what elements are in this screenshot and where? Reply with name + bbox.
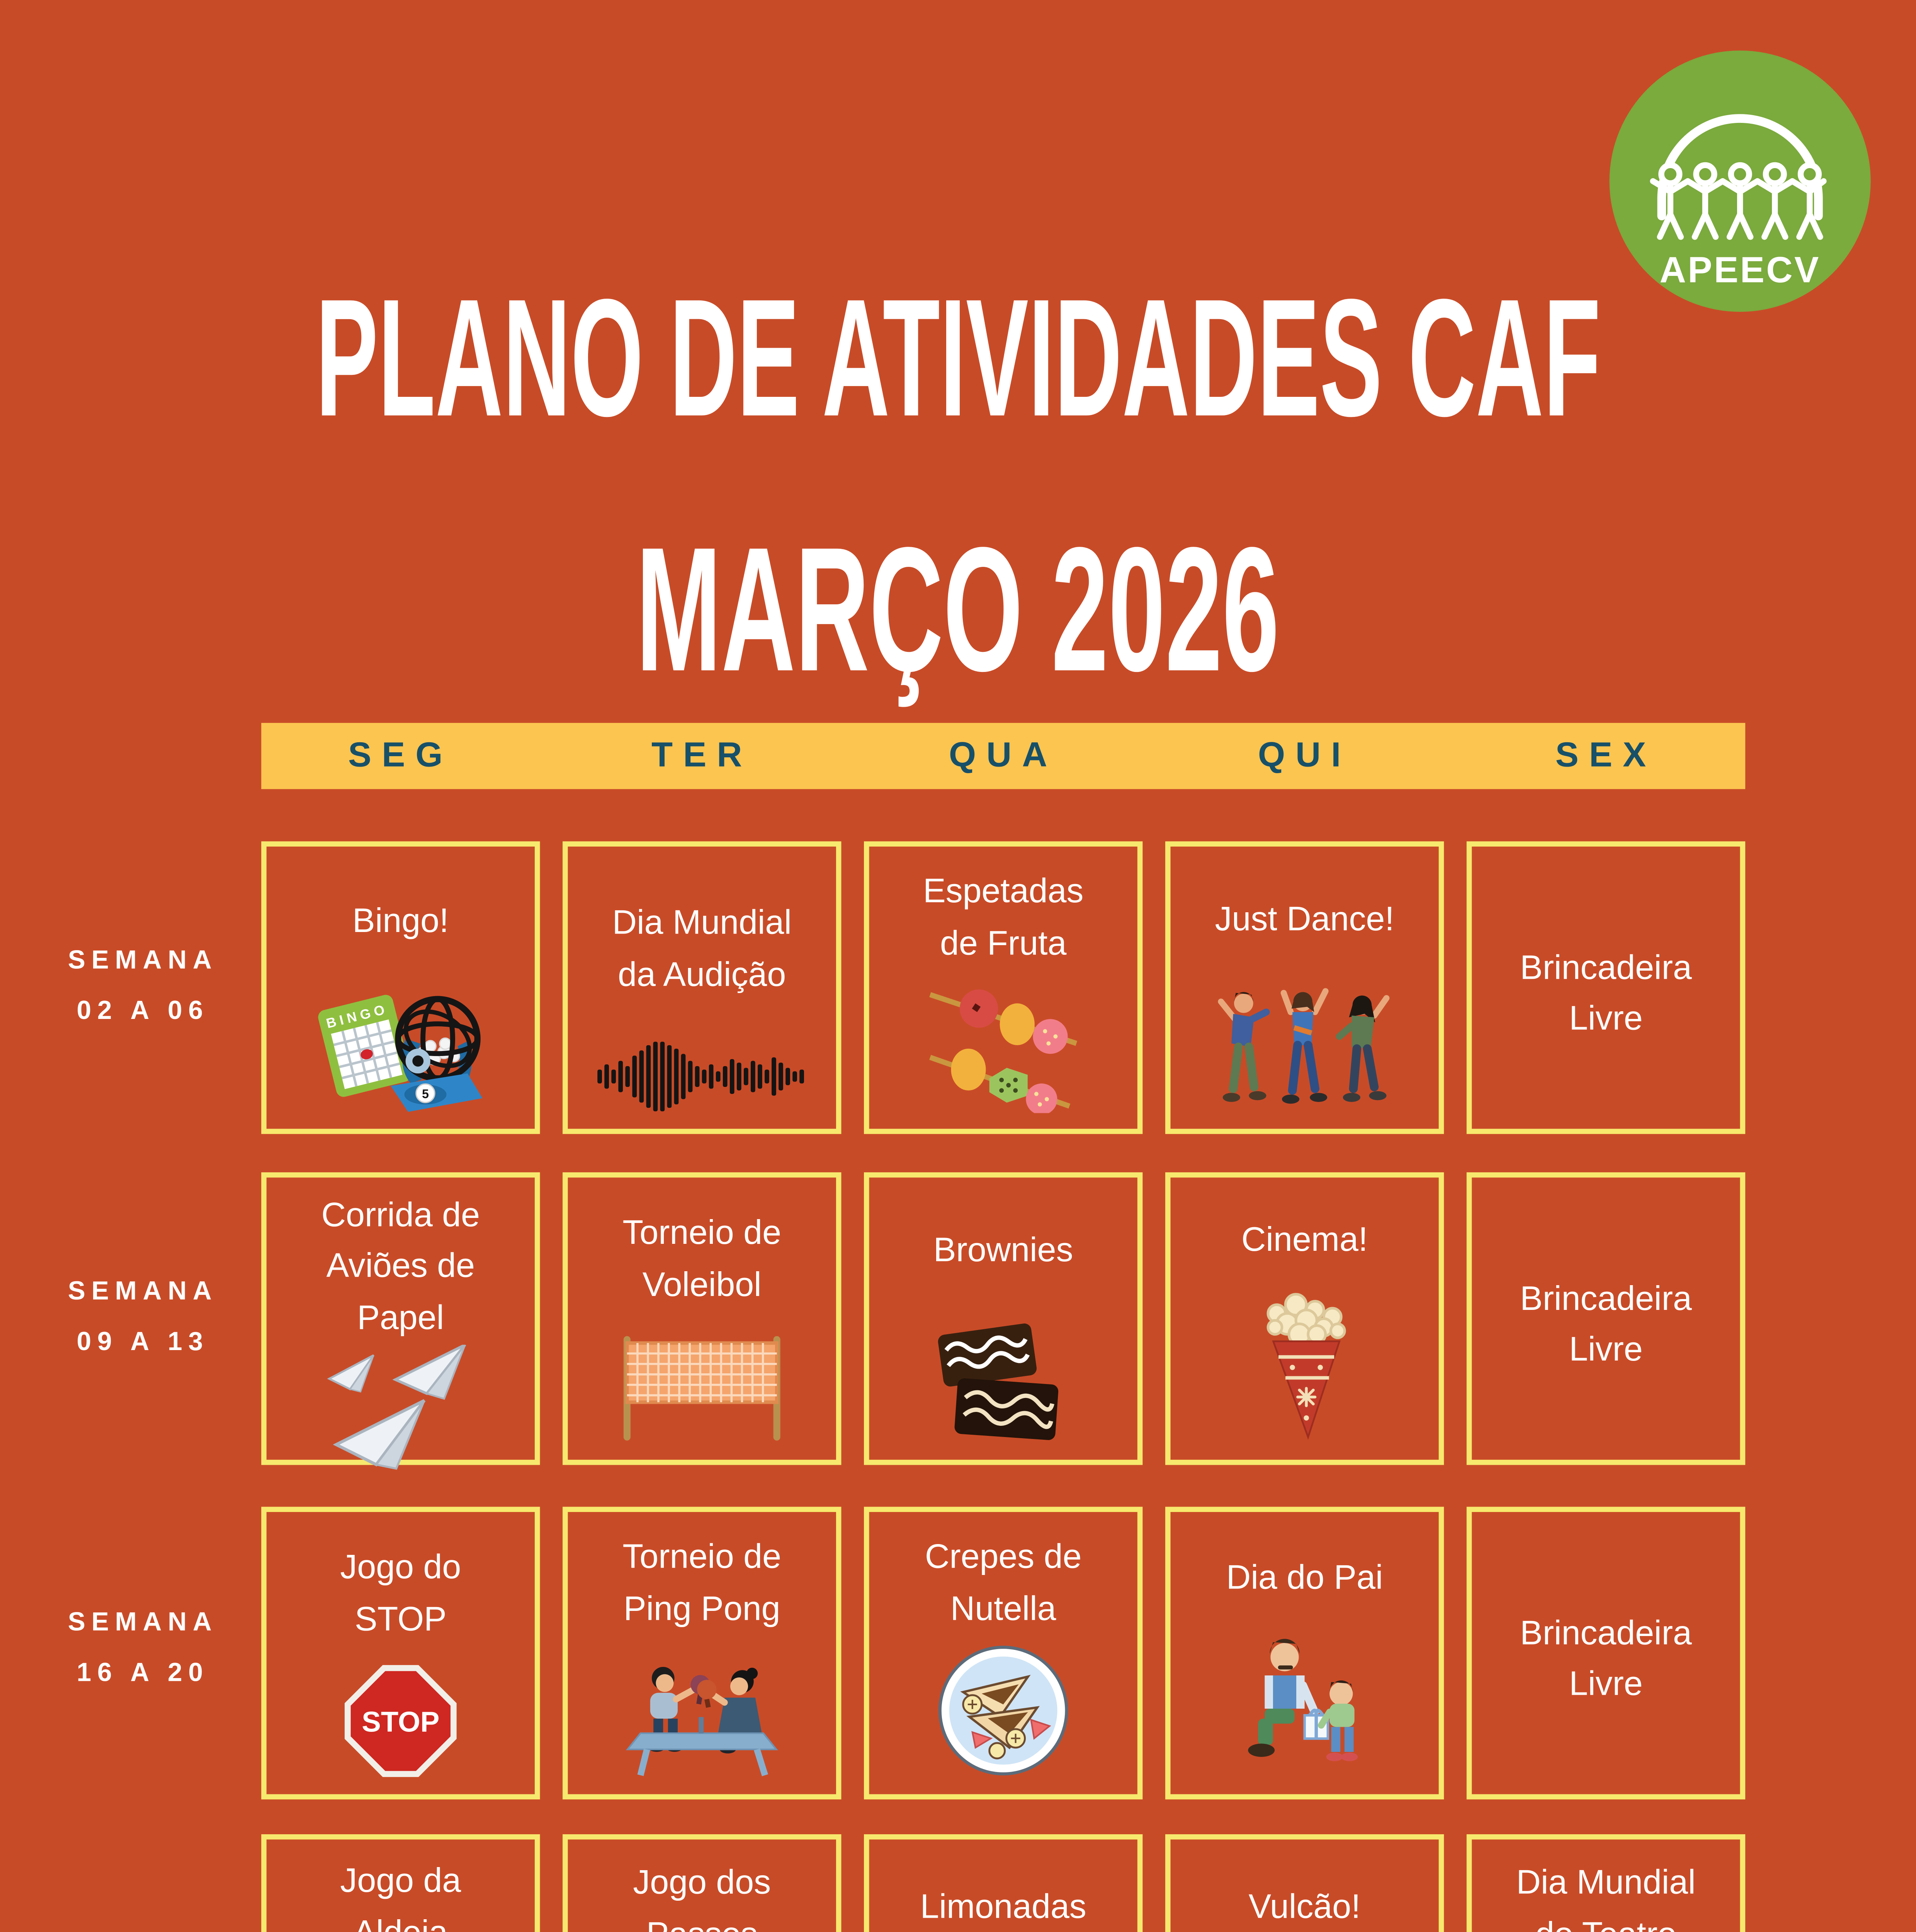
volleyball-net-icon (568, 1329, 836, 1460)
week-label-1: SEMANA 02 A 06 (28, 937, 258, 1036)
cell-brownies: Brownies (864, 1172, 1143, 1465)
cell-brincadeira-livre-3: Brincadeira Livre (1466, 1507, 1746, 1799)
week-row-4: Jogo da Aldeia Jogo dos Passos (261, 1834, 1746, 1932)
week-label-1-range: 02 A 06 (77, 995, 209, 1026)
activity-title: Crepes de Nutella (925, 1538, 1082, 1628)
activity-title: Espetadas de Fruta (923, 873, 1084, 963)
ping-pong-icon (568, 1643, 836, 1794)
cell-brincadeira-livre-2: Brincadeira Livre (1466, 1172, 1746, 1465)
day-label-ter: TER (651, 736, 753, 774)
day-label-sex: SEX (1555, 736, 1657, 774)
activity-title: Dia Mundial da Audição (612, 904, 792, 994)
activity-title: Limonadas (920, 1888, 1086, 1927)
cell-cinema: Cinema! (1165, 1172, 1444, 1465)
cell-brincadeira-livre-1: Brincadeira Livre (1466, 841, 1746, 1134)
fruit-skewers-icon (869, 977, 1137, 1129)
week-row-1: Bingo! BIN (261, 841, 1746, 1134)
activity-title: Brincadeira Livre (1520, 1614, 1692, 1704)
cell-dia-mundial-teatro: Dia Mundial do Teatro (1466, 1834, 1746, 1932)
week-label-3: SEMANA 16 A 20 (28, 1599, 258, 1698)
week-label-2: SEMANA 09 A 13 (28, 1268, 258, 1367)
paper-planes-icon (267, 1344, 535, 1485)
cell-jogo-stop: Jogo do STOP STOP (261, 1507, 540, 1799)
activity-title: Cinema! (1241, 1221, 1368, 1259)
activity-title: Dia do Pai (1226, 1559, 1383, 1597)
poster-subtitle: MARÇO 2026 (636, 511, 1280, 708)
cell-limonadas: Limonadas (864, 1834, 1143, 1932)
week-label-4-name: SEMANA (28, 1930, 258, 1932)
stop-sign-icon: STOP (267, 1663, 535, 1794)
activity-title: Dia Mundial do Teatro (1516, 1864, 1696, 1932)
cell-jogo-aldeia: Jogo da Aldeia (261, 1834, 540, 1932)
apeecv-logo: APEECV (1608, 49, 1872, 313)
activity-title: Bingo! (352, 902, 449, 940)
people-holding-hands-icon: APEECV (1609, 50, 1871, 312)
cell-ping-pong: Torneio de Ping Pong (563, 1507, 842, 1799)
cell-voleibol: Torneio de Voleibol (563, 1172, 842, 1465)
activity-grid: Bingo! BIN (261, 841, 1746, 1932)
brownies-icon (869, 1312, 1137, 1460)
activity-title: Jogo dos Passos (633, 1864, 771, 1932)
cell-crepes-nutella: Crepes de Nutella (864, 1507, 1143, 1799)
cell-dia-mundial-audicao: Dia Mundial da Audição (563, 841, 842, 1134)
activity-title: Torneio de Voleibol (622, 1214, 782, 1304)
week-label-4: SEMANA 23 A 27 (28, 1930, 258, 1932)
cell-espetadas-fruta: Espetadas de Fruta (864, 841, 1143, 1134)
cell-just-dance: Just Dance! (1165, 841, 1444, 1134)
activity-title: Brownies (933, 1231, 1073, 1270)
day-label-qua: QUA (949, 736, 1058, 774)
week-row-2: Corrida de Aviões de Papel (261, 1172, 1746, 1469)
cell-vulcao: Vulcão! (1165, 1834, 1444, 1932)
svg-text:5: 5 (422, 1087, 429, 1101)
svg-text:STOP: STOP (362, 1706, 439, 1738)
logo-text: APEECV (1659, 249, 1820, 290)
crepes-icon (869, 1643, 1137, 1794)
day-header-bar: SEG TER QUA QUI SEX (261, 723, 1746, 789)
dancers-icon (1170, 981, 1438, 1129)
week-label-3-range: 16 A 20 (77, 1657, 209, 1687)
activity-title: Brincadeira Livre (1520, 949, 1692, 1038)
week-label-1-name: SEMANA (68, 946, 218, 976)
bingo-icon: BINGO (267, 984, 535, 1129)
poster-title: PLANO DE ATIVIDADES CAF (315, 264, 1601, 452)
day-label-seg: SEG (348, 736, 453, 774)
audio-wave-icon (568, 1040, 836, 1129)
father-son-icon (1170, 1632, 1438, 1794)
cell-dia-do-pai: Dia do Pai (1165, 1507, 1444, 1799)
cell-jogo-passos: Jogo dos Passos (563, 1834, 842, 1932)
cell-bingo: Bingo! BIN (261, 841, 540, 1134)
activity-title: Vulcão! (1248, 1888, 1361, 1927)
activity-title: Torneio de Ping Pong (622, 1538, 782, 1628)
popcorn-cone-icon (1170, 1291, 1438, 1460)
activity-title: Brincadeira Livre (1520, 1280, 1692, 1369)
week-label-2-name: SEMANA (68, 1277, 218, 1307)
activity-title: Just Dance! (1215, 900, 1394, 939)
activity-title: Jogo da Aldeia (340, 1862, 461, 1932)
week-label-3-name: SEMANA (68, 1607, 218, 1638)
activity-title: Corrida de Aviões de Papel (321, 1197, 480, 1337)
week-row-3: Jogo do STOP STOP Torneio de Ping Pong (261, 1507, 1746, 1799)
activity-title: Jogo do STOP (340, 1549, 461, 1638)
cell-avioes-papel: Corrida de Aviões de Papel (261, 1172, 540, 1469)
day-label-qui: QUI (1258, 736, 1352, 774)
week-label-2-range: 09 A 13 (77, 1326, 209, 1356)
